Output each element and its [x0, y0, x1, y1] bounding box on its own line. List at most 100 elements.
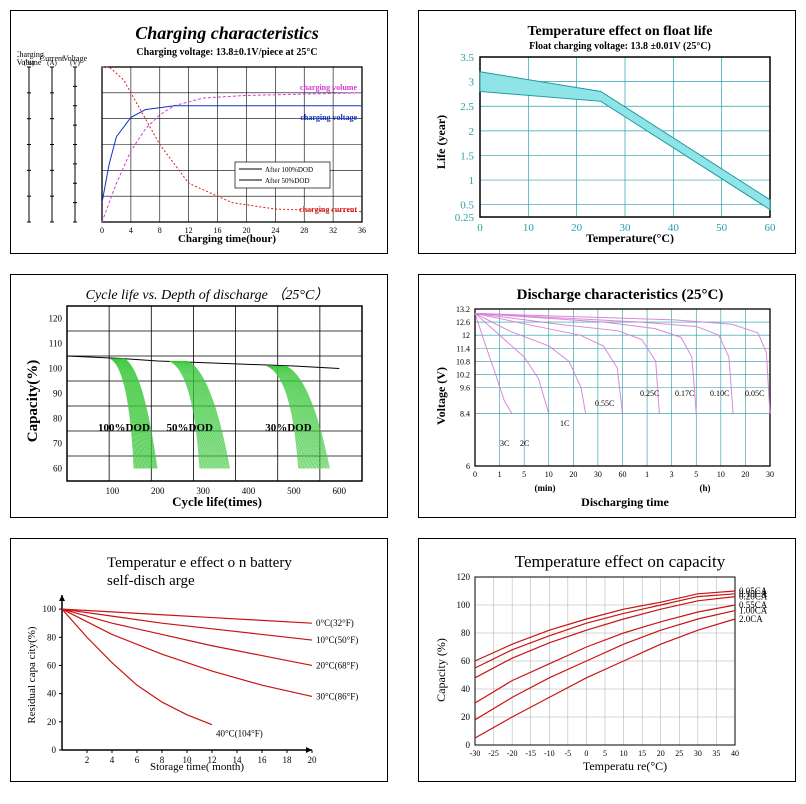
svg-text:1: 1 [498, 470, 502, 479]
svg-text:0: 0 [100, 226, 104, 235]
svg-text:8: 8 [158, 226, 162, 235]
svg-text:5: 5 [603, 749, 607, 758]
svg-text:4: 4 [129, 226, 133, 235]
panel-temp-capacity: Temperature effect on capacity -30-25-20… [418, 538, 796, 782]
svg-text:10.2: 10.2 [456, 370, 470, 379]
svg-text:-15: -15 [525, 749, 536, 758]
svg-text:0: 0 [52, 745, 57, 755]
svg-text:3: 3 [469, 77, 475, 89]
svg-text:2: 2 [469, 126, 475, 138]
svg-text:10°C(50°F): 10°C(50°F) [316, 635, 358, 645]
svg-text:3: 3 [670, 470, 674, 479]
svg-text:20: 20 [461, 712, 471, 722]
svg-text:80: 80 [47, 632, 57, 642]
subtitle: Charging voltage: 13.8±0.1V/piece at 25°… [136, 47, 317, 58]
svg-text:100: 100 [457, 600, 471, 610]
svg-text:60: 60 [765, 222, 777, 234]
svg-text:80: 80 [53, 414, 63, 424]
svg-text:110: 110 [49, 339, 63, 349]
svg-text:20: 20 [657, 749, 665, 758]
svg-text:60: 60 [461, 656, 471, 666]
svg-text:30: 30 [766, 470, 774, 479]
svg-text:10: 10 [620, 749, 628, 758]
svg-text:6: 6 [466, 462, 470, 471]
title: Cycle life vs. Depth of discharge （25°C） [86, 287, 329, 303]
svg-text:10: 10 [545, 470, 553, 479]
svg-text:100: 100 [106, 486, 120, 496]
chart-charging: Charging characteristics Charging voltag… [17, 17, 377, 247]
chart-grid: Charging characteristics Charging voltag… [10, 10, 796, 782]
panel-self-discharge: Temperatur e effect o n battery self-dis… [10, 538, 388, 782]
svg-text:(V): (V) [70, 59, 80, 67]
chart-float-life: Temperature effect on float life Float c… [425, 17, 785, 247]
svg-text:-25: -25 [488, 749, 499, 758]
svg-text:0°C(32°F): 0°C(32°F) [316, 618, 354, 628]
svg-text:-10: -10 [544, 749, 555, 758]
svg-text:2.5: 2.5 [460, 101, 474, 113]
svg-text:30°C(86°F): 30°C(86°F) [316, 691, 358, 701]
title2: self-disch arge [107, 573, 195, 589]
svg-text:2: 2 [85, 755, 90, 765]
chart-discharge: Discharge characteristics (25°C) 0151020… [425, 281, 785, 511]
plot-area: 01020304050600.250.511.522.533.5 [455, 52, 776, 234]
xlabel: Storage time( month) [150, 761, 244, 773]
svg-text:20: 20 [571, 222, 583, 234]
svg-text:1: 1 [469, 175, 475, 187]
svg-text:1: 1 [645, 470, 649, 479]
svg-text:0: 0 [466, 740, 471, 750]
ylabel: Residual capa city(%) [26, 626, 38, 723]
svg-text:50: 50 [716, 222, 728, 234]
svg-text:36: 36 [358, 226, 366, 235]
svg-text:40: 40 [731, 749, 739, 758]
svg-text:0: 0 [584, 749, 588, 758]
xlabel: Charging time(hour) [178, 233, 276, 245]
svg-text:32: 32 [329, 226, 337, 235]
svg-text:2.0CA: 2.0CA [739, 614, 763, 624]
svg-text:20: 20 [308, 755, 318, 765]
svg-text:1C: 1C [560, 419, 569, 428]
svg-text:0.10C: 0.10C [710, 389, 729, 398]
title: Temperature effect on capacity [515, 552, 726, 571]
svg-text:60: 60 [619, 470, 627, 479]
svg-text:10: 10 [523, 222, 535, 234]
svg-text:charging voltage: charging voltage [300, 113, 357, 122]
svg-text:1.5: 1.5 [460, 150, 474, 162]
svg-text:0.55C: 0.55C [595, 399, 614, 408]
ylabel: Capacity (%) [434, 638, 448, 702]
svg-text:9.6: 9.6 [460, 384, 470, 393]
svg-text:(A): (A) [47, 59, 57, 67]
svg-text:10.8: 10.8 [456, 357, 470, 366]
svg-text:40: 40 [461, 684, 471, 694]
xlabel: Temperature(°C) [586, 231, 674, 245]
svg-text:0.5: 0.5 [460, 200, 474, 212]
svg-text:35: 35 [712, 749, 720, 758]
panel-cycle-life: Cycle life vs. Depth of discharge （25°C）… [10, 274, 388, 518]
svg-text:100: 100 [49, 364, 63, 374]
title: Temperatur e effect o n battery [107, 555, 292, 571]
svg-text:200: 200 [151, 486, 165, 496]
svg-text:15: 15 [638, 749, 646, 758]
svg-text:60: 60 [53, 464, 63, 474]
svg-text:2C: 2C [520, 439, 529, 448]
svg-text:100: 100 [43, 604, 57, 614]
svg-text:60: 60 [47, 660, 57, 670]
svg-text:-5: -5 [565, 749, 572, 758]
title: Discharge characteristics (25°C) [517, 287, 724, 303]
plot-area: 0151020306013510203068.49.610.210.811.41… [456, 305, 774, 493]
svg-text:8.4: 8.4 [460, 410, 470, 419]
plot-area: 10020030040050060060708090100110120100%D… [49, 306, 363, 496]
svg-text:30: 30 [694, 749, 702, 758]
svg-text:30: 30 [594, 470, 602, 479]
svg-text:120: 120 [49, 314, 63, 324]
svg-text:After 100%DOD: After 100%DOD [265, 166, 313, 174]
ylabel: Capacity(%) [25, 360, 41, 443]
subtitle: Float charging voltage: 13.8 ±0.01V (25°… [529, 41, 711, 52]
svg-text:(min): (min) [535, 483, 556, 493]
svg-text:80: 80 [461, 628, 471, 638]
svg-text:40°C(104°F): 40°C(104°F) [216, 729, 263, 739]
title: Charging characteristics [135, 23, 319, 43]
svg-text:0.17C: 0.17C [675, 389, 694, 398]
svg-text:13.2: 13.2 [456, 305, 470, 314]
svg-text:28: 28 [300, 226, 308, 235]
plot-area: 24681012141618200204060801000°C(32°F)10°… [43, 595, 359, 765]
